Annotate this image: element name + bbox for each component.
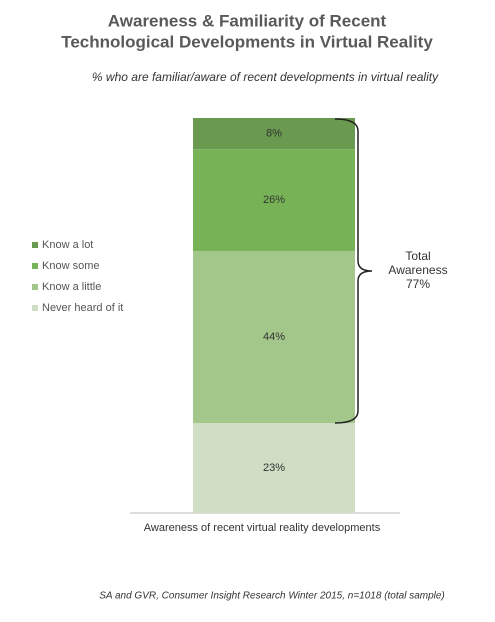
annotation: Total — [405, 249, 430, 263]
x-tick-label: Awareness of recent virtual reality deve… — [144, 522, 381, 534]
chart-title: Technological Developments in Virtual Re… — [61, 32, 433, 51]
legend-label: Know a little — [42, 281, 101, 293]
legend-swatch — [32, 263, 38, 269]
legend-swatch — [32, 284, 38, 290]
bar-segment — [193, 250, 355, 424]
source-note: SA and GVR, Consumer Insight Research Wi… — [99, 591, 445, 602]
data-label: 44% — [263, 331, 285, 343]
legend-label: Never heard of it — [42, 302, 123, 314]
legend-swatch — [32, 242, 38, 248]
chart-title: Awareness & Familiarity of Recent — [108, 11, 387, 30]
data-label: 23% — [263, 462, 285, 474]
chart-subtitle: % who are familiar/aware of recent devel… — [92, 70, 439, 84]
brace — [334, 118, 373, 424]
legend-label: Know a lot — [42, 239, 93, 251]
bar-segment — [193, 118, 355, 150]
legend-swatch — [32, 305, 38, 311]
bar-segment — [193, 149, 355, 251]
data-label: 8% — [266, 128, 282, 140]
bar-segment — [193, 423, 355, 513]
legend-label: Know some — [42, 260, 99, 272]
data-label: 26% — [263, 194, 285, 206]
annotation: 77% — [406, 277, 430, 291]
annotation: Awareness — [388, 263, 447, 277]
